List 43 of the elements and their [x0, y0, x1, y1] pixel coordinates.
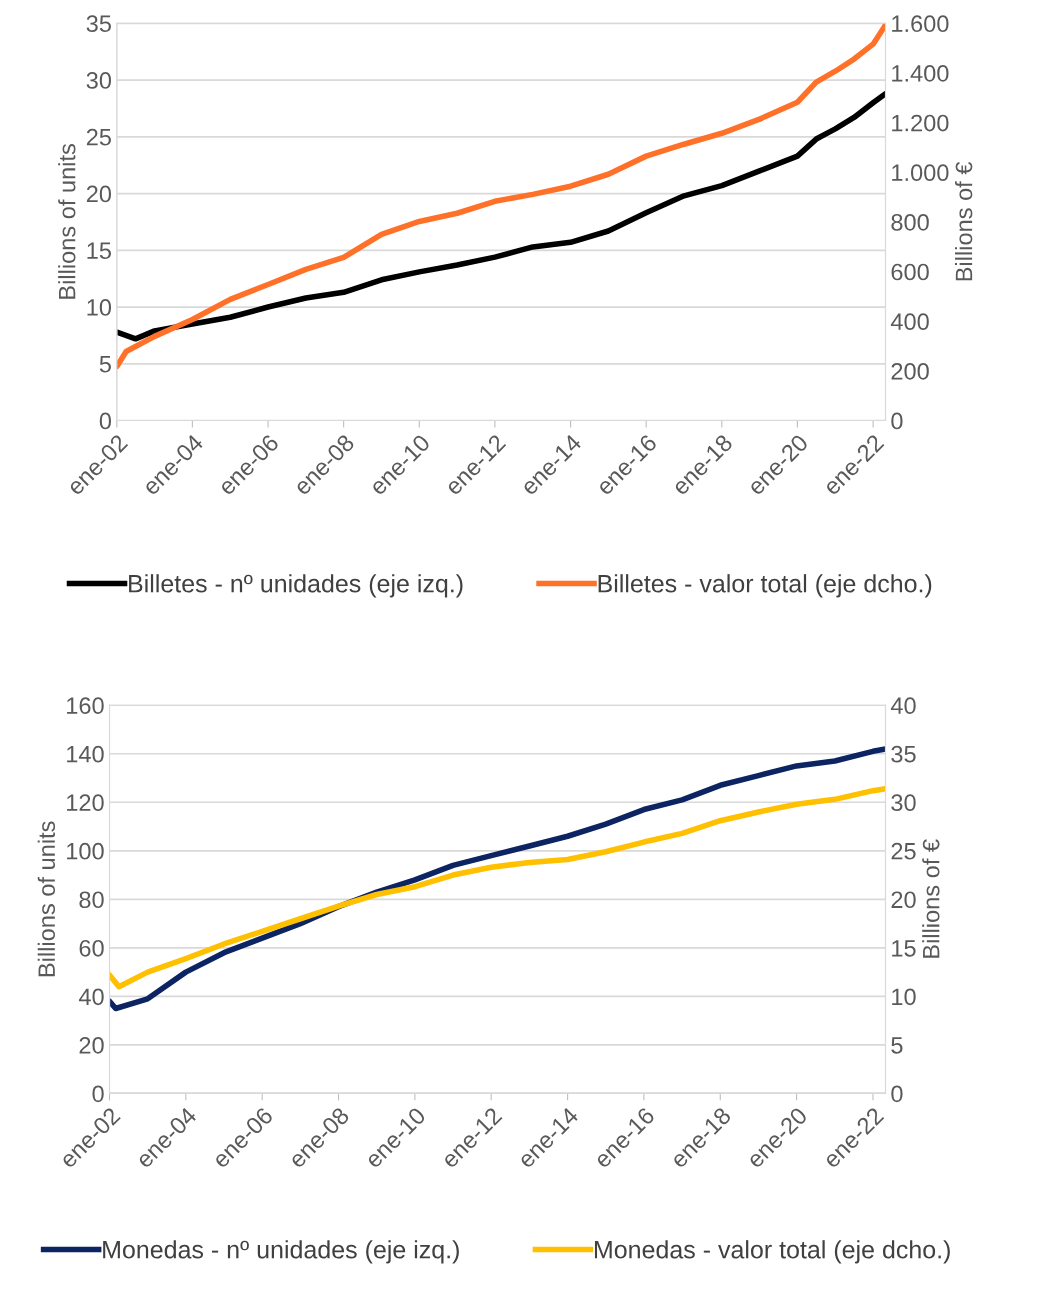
legend-label: Monedas - valor total (eje dcho.) [594, 1240, 950, 1264]
y-tick-label: 35 [86, 15, 111, 33]
y-tick-label: 20 [86, 185, 112, 203]
y2-tick-label: 1.400 [892, 65, 949, 82]
y2-tick-label: 1.200 [892, 114, 949, 132]
legend-label: Billetes - nº unidades (eje izq.) [129, 574, 463, 598]
y2-tick-label: 20 [891, 891, 916, 909]
y-tick-label: 40 [78, 988, 104, 1006]
y2-tick-label: 800 [891, 213, 929, 231]
y2-tick-label: 1.600 [892, 15, 949, 33]
y2-tick-label: 0 [891, 412, 903, 430]
y2-tick-label: 25 [891, 842, 916, 860]
y2-tick-label: 400 [890, 313, 929, 331]
y-tick-label: 0 [92, 1085, 104, 1103]
y2-tick-label: 0 [891, 1085, 903, 1103]
y2-tick-label: 15 [892, 940, 916, 957]
y-tick-label: 25 [86, 128, 111, 146]
y-tick-label: 140 [67, 745, 104, 763]
y-tick-label: 10 [87, 299, 112, 316]
legend-label: Billetes - valor total (eje dcho.) [598, 574, 932, 598]
y-axis-title: Billions of units [58, 144, 76, 299]
y2-tick-label: 40 [890, 697, 916, 715]
legend-label: Monedas - nº unidades (eje izq.) [103, 1240, 459, 1264]
y-tick-label: 15 [87, 242, 111, 260]
y2-tick-label: 200 [891, 362, 929, 380]
y2-axis-title: Billions of € [955, 161, 973, 281]
y-tick-label: 30 [86, 72, 112, 89]
y-tick-label: 80 [79, 891, 104, 909]
y-tick-label: 160 [67, 697, 104, 715]
y-tick-label: 0 [99, 412, 112, 430]
y-tick-label: 20 [79, 1036, 104, 1054]
y-tick-label: 5 [99, 356, 111, 373]
y2-tick-label: 600 [891, 263, 929, 281]
y-tick-label: 120 [67, 794, 104, 812]
y-tick-label: 60 [79, 939, 104, 957]
y2-axis-title: Billions of € [922, 839, 940, 958]
y2-tick-label: 5 [891, 1037, 903, 1054]
y-axis-title: Billions of units [37, 821, 56, 977]
y2-tick-label: 10 [892, 988, 916, 1006]
y-tick-label: 100 [67, 842, 104, 860]
y2-tick-label: 30 [891, 794, 916, 812]
y2-tick-label: 1.000 [892, 164, 949, 182]
y2-tick-label: 35 [891, 745, 916, 763]
